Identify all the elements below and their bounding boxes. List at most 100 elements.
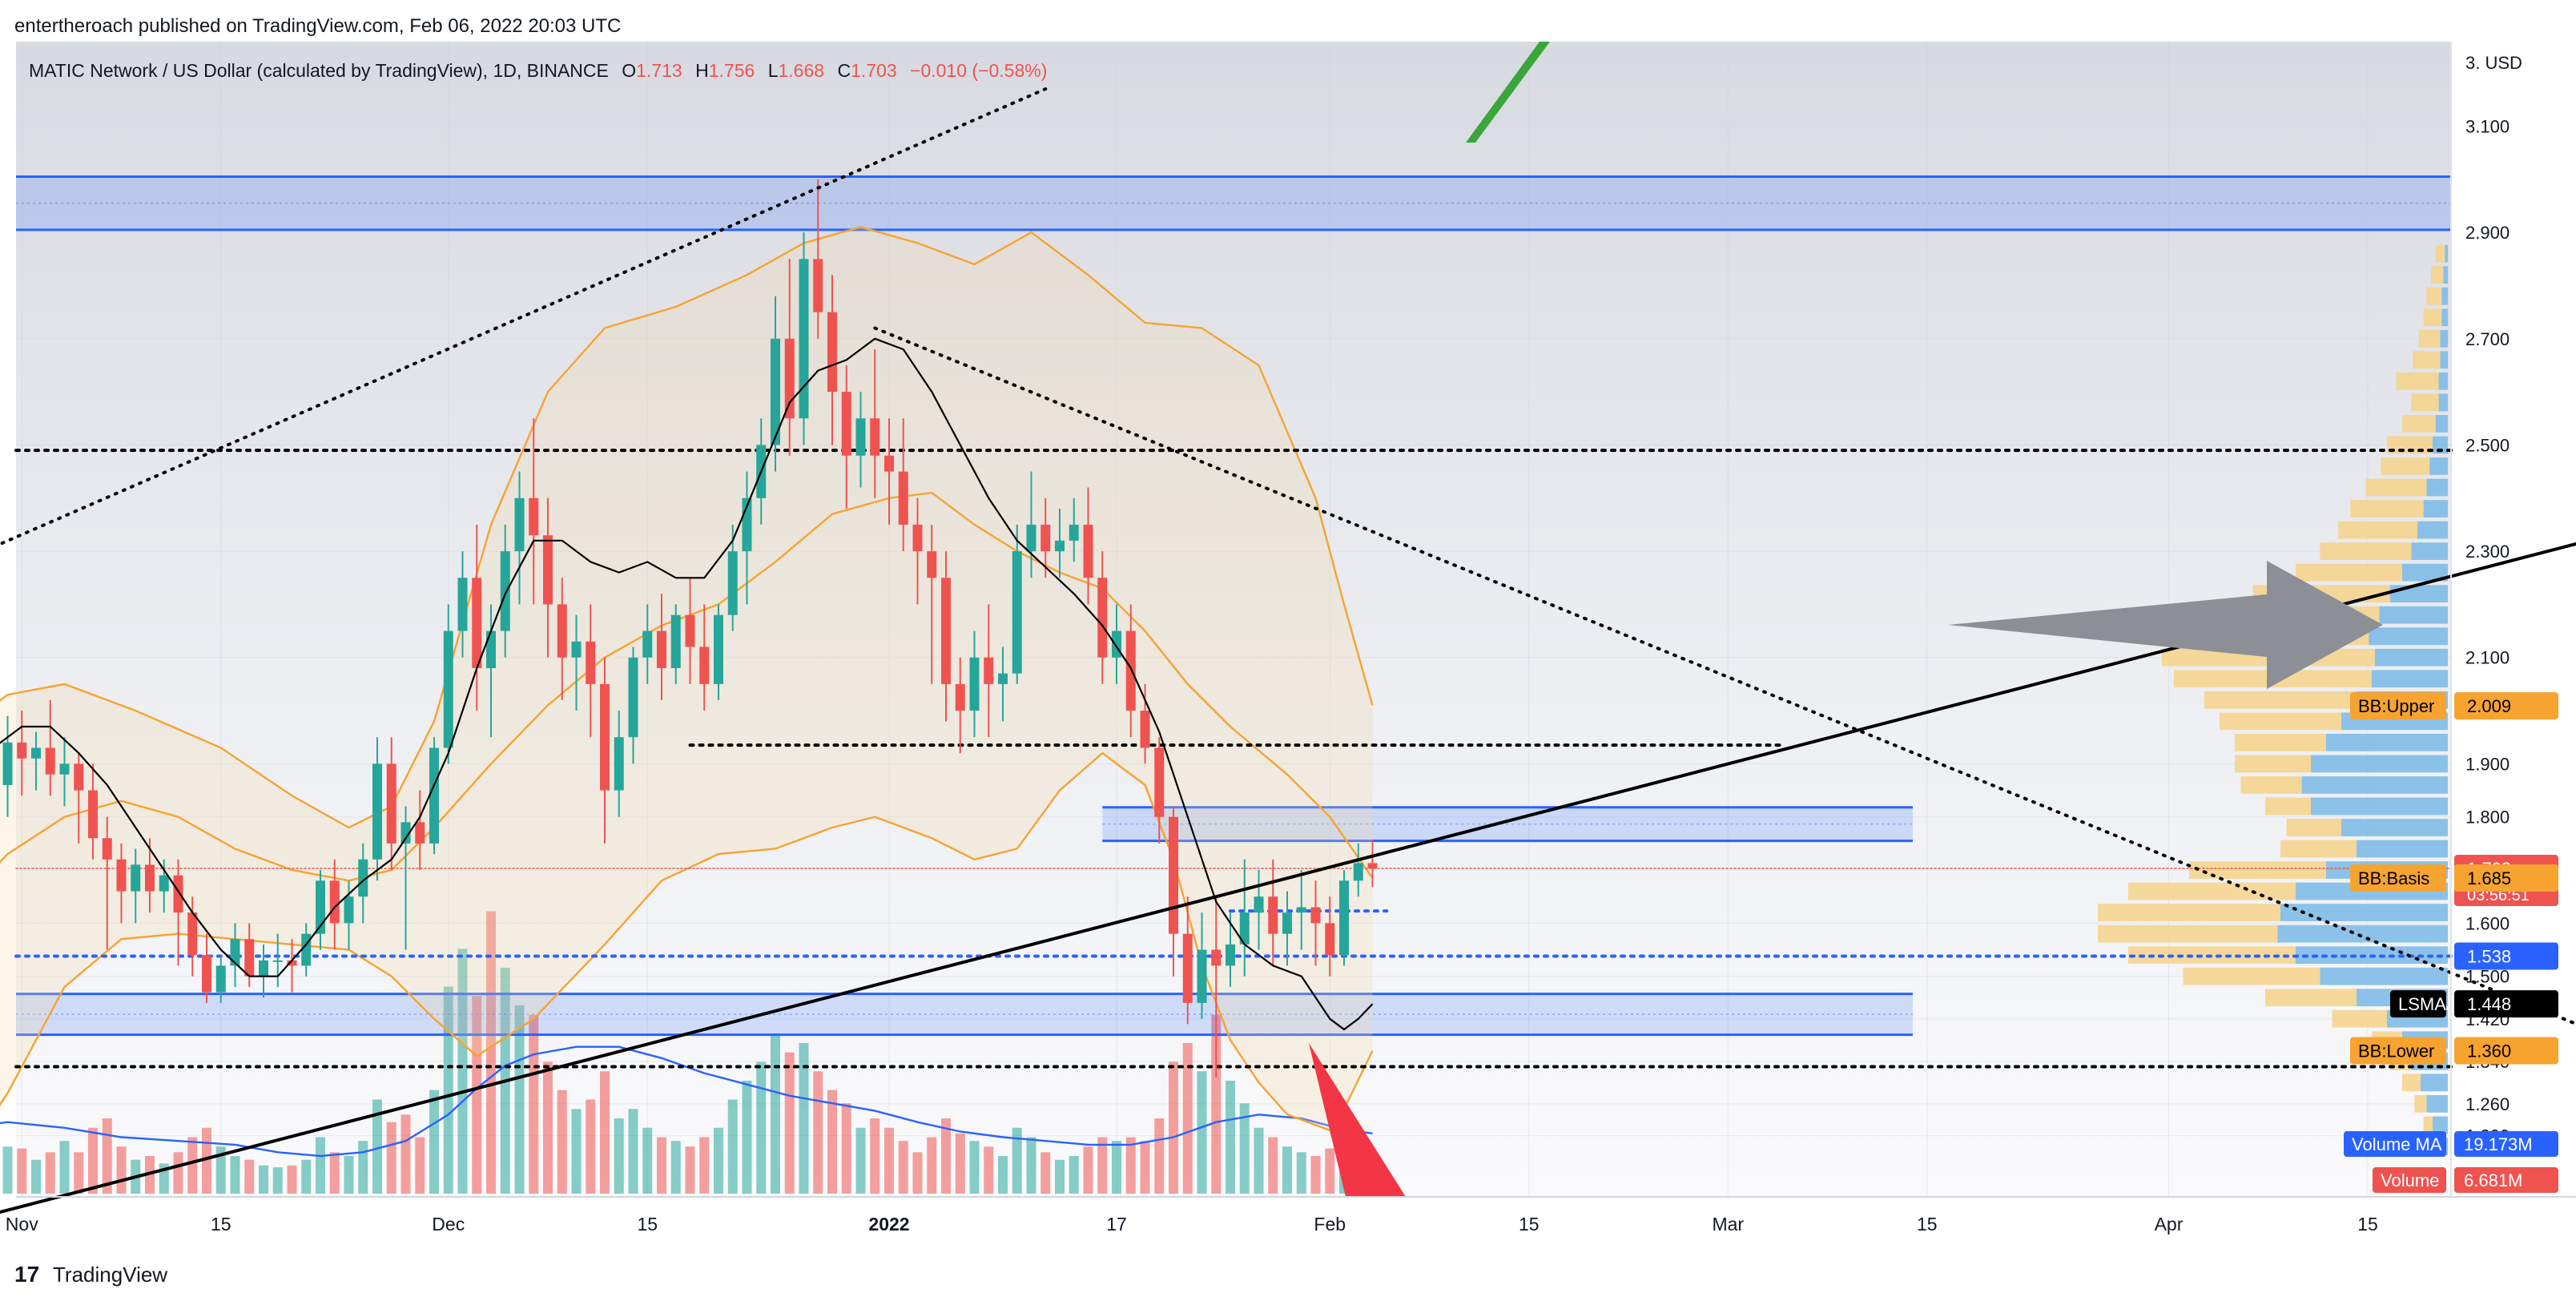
volume-bar	[486, 911, 496, 1194]
volume-bar	[841, 1103, 851, 1194]
volume-bar	[45, 1152, 55, 1194]
candle-body	[244, 939, 255, 977]
volume-bar	[1197, 1071, 1207, 1194]
volume-bar	[742, 1081, 752, 1194]
bb-upper-line	[0, 226, 1374, 829]
volume-bar	[287, 1165, 297, 1194]
bb-lower-line	[0, 751, 1374, 1132]
tradingview-brand[interactable]: 17 TradingView	[14, 1262, 167, 1287]
candle-body	[187, 912, 198, 956]
volume-bar	[1140, 1141, 1150, 1194]
price-tick-label: 3.100	[2465, 116, 2510, 136]
volume-bar	[727, 1099, 738, 1194]
profile-bar-down	[2235, 733, 2326, 751]
volume-bar	[230, 1156, 240, 1194]
candle-body	[600, 683, 610, 791]
volume-bar	[614, 1118, 624, 1194]
volume-bar	[941, 1118, 951, 1194]
volume-bar	[457, 949, 468, 1194]
volume-ma-line	[0, 1045, 1373, 1158]
candle-body	[912, 524, 923, 552]
candle-body	[443, 630, 453, 748]
profile-bar-down	[2098, 924, 2278, 943]
price-tick-label: 1.260	[2465, 1094, 2510, 1114]
time-tick-label: Feb	[1314, 1214, 1346, 1235]
profile-bar-up	[2445, 244, 2448, 263]
legend-open-value: 1.713	[636, 60, 682, 81]
candle-body	[714, 614, 723, 684]
volume-bar	[813, 1071, 823, 1194]
profile-bar-down	[2235, 755, 2311, 773]
volume-bar	[927, 1137, 937, 1194]
horizontal-levels	[14, 449, 2453, 1069]
volume-bar	[756, 1061, 767, 1194]
candle-body	[329, 880, 340, 924]
candle-body	[287, 960, 297, 966]
candle-body	[514, 497, 525, 552]
profile-bar-down	[2189, 861, 2326, 879]
price-tick-label: 3. USD	[2465, 53, 2522, 73]
volume-label-name: Volume MA	[2352, 1134, 2442, 1154]
volume-bar	[1083, 1146, 1093, 1194]
profile-bar-up	[2440, 351, 2448, 369]
candle-body	[1282, 912, 1292, 934]
mid-zone-fill	[1102, 807, 1913, 841]
candle-body	[74, 763, 84, 791]
green-up-arrow	[1466, 42, 1550, 143]
candle-body	[429, 747, 439, 844]
volume-bar	[642, 1127, 653, 1194]
profile-bar-up	[2440, 329, 2448, 348]
time-tick-label: Nov	[6, 1214, 38, 1235]
candle-body	[159, 875, 169, 892]
candle-body	[486, 630, 496, 669]
profile-bar-down	[2128, 882, 2296, 900]
volume-bar	[215, 1146, 226, 1194]
candle-body	[145, 864, 155, 892]
candle-body	[400, 822, 411, 844]
time-axis[interactable]: 18Nov15Dec15202217Feb15Mar15Apr15May16Ju…	[0, 1214, 2576, 1235]
candle-body	[614, 737, 624, 791]
price-label-box	[2454, 1037, 2558, 1065]
volume-bar	[586, 1099, 596, 1194]
volume-bar	[714, 1127, 723, 1194]
volume-bar	[628, 1109, 638, 1194]
profile-bar-up	[2389, 585, 2448, 603]
price-axis[interactable]: 3. USD 3.100 2.900 2.700 2.500 2.300 2.100 1.90…	[2465, 53, 2522, 1146]
legend: MATIC Network / US Dollar (calculated by…	[29, 60, 1047, 81]
price-label-value: 1.685	[2467, 868, 2511, 888]
candle-body	[301, 933, 312, 966]
profile-bar-down	[2413, 351, 2441, 369]
candle-body	[1353, 863, 1363, 881]
candle-body	[316, 880, 325, 934]
profile-bar-up	[2311, 755, 2448, 773]
price-label-box	[2454, 942, 2558, 970]
candle-body	[586, 641, 596, 684]
candle-body	[45, 747, 55, 775]
volume-bar	[984, 1146, 994, 1194]
volume-pane	[0, 911, 1378, 1194]
candle-body	[102, 838, 112, 860]
candle-body	[500, 551, 510, 631]
candle-body	[898, 471, 908, 525]
profile-bar-down	[2286, 819, 2341, 836]
time-tick-label: 15	[637, 1214, 658, 1235]
profile-bar-down	[2411, 393, 2439, 412]
volume-bar	[884, 1127, 894, 1194]
profile-bar-up	[2441, 287, 2448, 305]
volume-bar	[358, 1141, 368, 1194]
profile-bar-up	[2326, 733, 2448, 751]
candle-body	[870, 418, 880, 456]
volume-bar	[529, 1014, 539, 1194]
volume-bar	[344, 1156, 354, 1194]
price-label-name: BB:Upper	[2358, 696, 2434, 716]
volume-bar	[102, 1118, 112, 1194]
volume-bar	[415, 1137, 425, 1194]
legend-close-value: 1.703	[851, 60, 897, 81]
candle-body	[941, 578, 951, 684]
profile-bar-down	[2423, 308, 2442, 327]
candle-body	[571, 641, 582, 658]
candle-body	[1182, 933, 1193, 1003]
volume-bar	[1282, 1146, 1292, 1194]
volume-bar	[31, 1159, 41, 1194]
price-label-name-box	[2350, 692, 2446, 720]
